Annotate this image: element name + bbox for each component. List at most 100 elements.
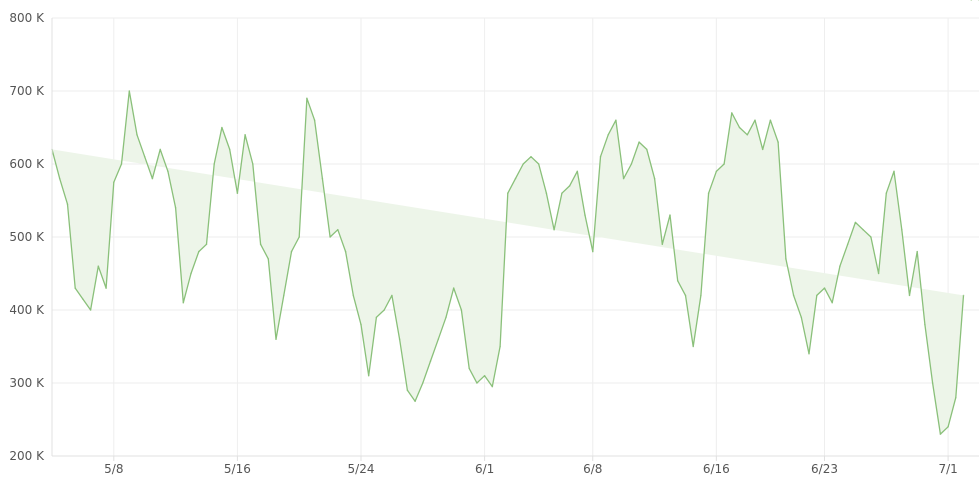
data-point [437,338,440,341]
x-tick-label: 5/24 [348,462,375,476]
y-tick-label: 600 K [9,157,45,171]
data-point [962,294,965,297]
data-point [924,323,926,326]
data-point [939,433,942,435]
data-point [746,134,749,136]
data-point [174,207,177,209]
data-point [344,250,347,253]
data-point [769,119,772,121]
x-tick-label: 7/1 [938,462,957,476]
data-point [885,192,888,194]
x-tick-label: 6/16 [703,462,730,476]
data-point [800,316,803,319]
data-point [198,250,200,253]
data-point [120,163,123,165]
data-point [491,385,494,388]
data-point [916,250,918,253]
data-point [460,309,463,311]
data-point [252,163,254,165]
data-point [143,155,146,158]
data-point [561,192,563,194]
data-point [723,163,725,165]
data-point [700,294,702,297]
x-tick-label: 6/8 [583,462,602,476]
data-point [530,155,532,158]
data-point [136,134,138,136]
data-point [244,134,246,136]
data-point [854,221,857,224]
data-point [568,185,571,187]
data-point [622,177,625,180]
data-point [947,426,949,428]
data-point [422,382,424,384]
y-tick-label: 400 K [9,303,45,317]
data-point [74,287,76,289]
data-point [862,228,864,231]
data-point [228,148,231,151]
data-point [190,272,192,275]
data-point [128,90,131,92]
series-area [51,0,979,435]
data-point [468,367,471,370]
data-point [514,177,517,180]
data-point [105,287,107,289]
data-point [66,203,69,205]
data-point [831,301,833,304]
data-point [298,236,301,238]
data-point [82,298,84,300]
data-point [908,294,911,297]
data-point [406,389,409,392]
data-point [823,287,826,289]
data-point [777,141,779,143]
data-point [870,236,872,238]
data-point [877,272,880,275]
data-point [182,301,185,304]
data-point [337,228,339,231]
axes [51,18,979,461]
data-point [329,236,331,238]
data-point [236,192,239,194]
data-point [931,382,934,384]
data-point [267,258,270,260]
y-tick-label: 200 K [9,449,45,463]
data-point [167,170,169,173]
data-point [321,177,324,180]
data-point [584,214,586,216]
tick-labels: 200 K 300 K 400 K 500 K 600 K 700 K 800 K 5/8 5/… [9,11,957,476]
data-point [970,0,973,1]
data-point [89,309,92,311]
x-tick-label: 6/23 [811,462,838,476]
data-point [792,294,795,297]
data-point [676,280,679,282]
x-tick-label: 5/16 [224,462,251,476]
data-point [738,126,741,129]
data-point [383,309,386,311]
data-point [398,338,401,341]
data-point [159,148,161,151]
data-point [607,134,609,136]
data-point [360,323,362,326]
data-point [808,353,810,355]
data-point [476,382,478,384]
data-point [414,400,416,403]
data-point [692,345,694,348]
data-point [615,119,617,121]
data-point [816,294,818,297]
data-point [97,265,100,268]
y-tick-label: 700 K [9,84,45,98]
data-point [661,243,664,246]
data-point [391,294,393,297]
x-tick-label: 5/8 [104,462,123,476]
data-point [553,228,555,231]
data-point [761,148,764,151]
data-point [785,258,787,260]
data-point [507,192,509,194]
y-tick-label: 500 K [9,230,45,244]
data-point [537,163,540,165]
data-point [499,345,501,348]
data-point [259,243,262,246]
data-point [715,170,718,173]
data-point [731,112,733,114]
